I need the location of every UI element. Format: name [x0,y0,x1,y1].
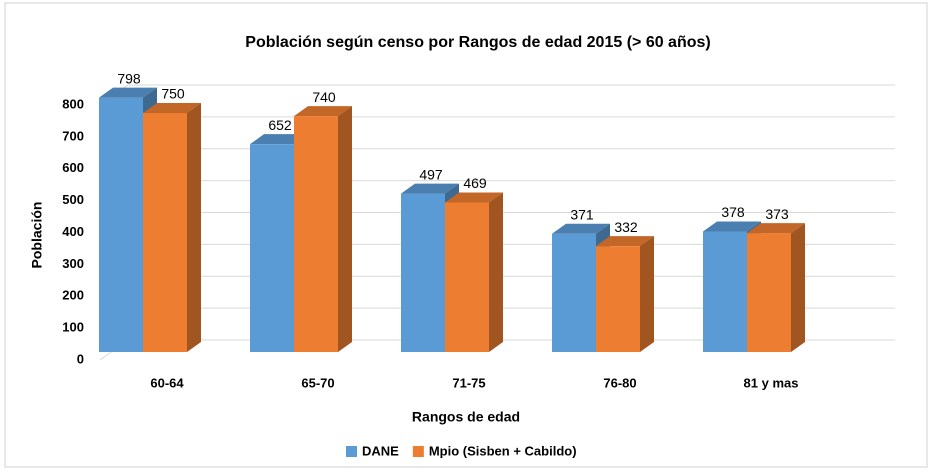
bar-top [552,223,610,234]
chart-title: Población según censo por Rangos de edad… [245,34,710,51]
legend-label: Mpio (Sisben + Cabildo) [429,443,577,458]
data-label: 378 [721,204,745,220]
legend-swatch [346,446,357,457]
x-axis-title: Rangos de edad [412,409,520,425]
y-tick-label: 500 [62,192,84,207]
y-tick-label: 300 [62,256,84,271]
bar [552,223,610,352]
bar-top [703,221,761,232]
y-tick-label: 600 [62,160,84,175]
data-label: 373 [765,206,789,222]
bar-top [143,102,201,113]
bar-front [703,231,747,352]
bar-top [596,236,654,247]
y-tick-label: 200 [62,288,84,303]
bar [143,102,201,352]
data-label: 740 [312,89,336,105]
bar-side [489,192,503,352]
data-label: 371 [570,206,594,222]
bar-front [552,233,596,352]
bar-side [791,223,805,352]
bar-side [187,102,201,352]
bar-front [401,193,445,352]
bar-top [294,106,352,117]
y-tick-label: 0 [77,351,84,366]
bar-side [338,106,352,352]
data-label: 798 [117,70,141,86]
legend-label: DANE [362,443,399,458]
bar [294,106,352,352]
bar-front [250,144,294,352]
y-tick-label: 100 [62,320,84,335]
data-label: 652 [268,117,292,133]
x-tick-label: 60-64 [150,375,184,390]
bar [747,223,805,352]
y-tick-label: 400 [62,224,84,239]
data-label: 332 [614,219,638,235]
x-tick-label: 65-70 [301,375,334,390]
legend-swatch [412,446,424,457]
bar-front [596,246,640,352]
bar-front [747,233,791,352]
bar-front [294,116,338,352]
x-tick-label: 81 y mas [744,375,799,390]
bar-top [99,87,157,98]
bar [445,192,503,352]
bar-front [143,112,187,352]
bar-side [640,236,654,352]
bar-top [401,183,459,194]
y-axis-title: Población [29,202,45,269]
bar-front [445,202,489,352]
y-tick-label: 800 [62,96,84,111]
data-label: 497 [419,166,443,182]
data-label: 469 [463,175,487,191]
data-label: 750 [161,86,185,102]
bar-top [445,192,503,203]
bar-front [99,97,143,352]
x-tick-label: 71-75 [452,375,485,390]
bar [596,236,654,352]
bar-top [747,223,805,234]
x-tick-label: 76-80 [603,375,636,390]
bar-top [250,134,308,145]
y-tick-label: 700 [62,128,84,143]
